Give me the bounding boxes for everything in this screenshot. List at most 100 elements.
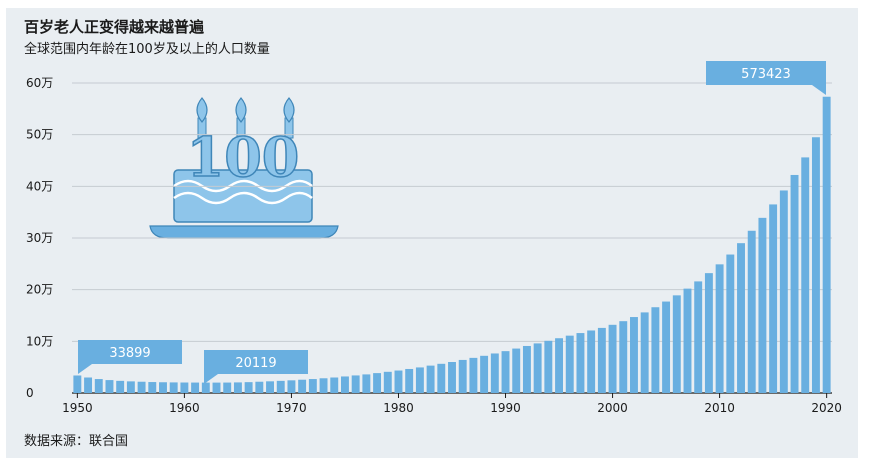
bar [811,137,820,393]
bar [148,382,157,393]
bar [608,324,617,393]
bar [116,380,125,393]
bar [362,374,371,393]
bar [619,321,628,393]
cake-icon: 100 [149,97,339,239]
bar [501,351,510,393]
y-tick-label: 50万 [26,128,53,142]
bar [351,375,360,393]
bar [330,377,339,393]
bar [533,343,542,393]
bar [565,335,574,393]
x-tick-label: 1980 [383,401,414,415]
chart-subtitle: 全球范围内年龄在100岁及以上的人口数量 [24,42,270,57]
bar [480,355,489,393]
bar [747,230,756,393]
bar [779,190,788,393]
bar [640,312,649,393]
bar [469,357,478,393]
bar [769,204,778,393]
bar [223,382,232,393]
bar [137,381,146,393]
callouts: 33899 20119 573423 [78,61,826,384]
bar [415,367,424,393]
x-axis: 1950 1960 1970 1980 1990 2000 2010 2020 [62,393,842,415]
y-tick-label: 20万 [26,283,53,297]
bar [105,380,114,393]
bar [126,381,135,393]
data-label: 20119 [204,350,308,384]
bar [801,157,810,393]
bar [319,378,328,393]
bar [394,370,403,393]
bar [437,363,446,393]
x-tick-label: 1970 [276,401,307,415]
bar [287,380,296,393]
y-tick-label: 0 [26,386,34,400]
bar [373,373,382,393]
x-tick-label: 2020 [811,401,842,415]
bar [555,338,564,393]
bar [233,382,242,393]
bars [73,96,831,394]
bar [212,382,221,393]
bar [822,96,831,394]
bar [715,264,724,393]
bar [662,301,671,393]
bar [758,217,767,393]
bar [244,382,253,393]
data-label: 33899 [78,340,182,374]
svg-text:573423: 573423 [741,67,791,82]
bar [458,359,467,393]
bar [672,295,681,393]
bar [84,377,93,393]
bar [180,382,189,393]
bar [426,365,435,393]
bar [790,174,799,393]
bar [544,340,553,393]
source-note: 数据来源：联合国 [24,434,129,449]
y-tick-label: 10万 [26,334,53,348]
svg-text:33899: 33899 [109,346,150,361]
bar [308,379,317,393]
bar [737,243,745,393]
x-tick-label: 1950 [62,401,93,415]
bar [383,371,392,393]
x-tick-label: 1960 [169,401,200,415]
svg-text:20119: 20119 [235,356,276,371]
y-axis: 0 10万 20万 30万 40万 50万 60万 [26,76,53,400]
bar [201,382,210,393]
bar [490,353,499,393]
bar [298,379,307,393]
bar [512,348,521,393]
data-label: 573423 [706,61,826,95]
y-tick-label: 30万 [26,231,53,245]
bar [255,381,264,393]
bar [94,379,103,393]
x-tick-label: 2000 [597,401,628,415]
bar [694,281,703,393]
bar [169,382,178,393]
bar [405,368,414,393]
bar [576,333,585,393]
y-tick-label: 60万 [26,76,53,90]
bar [726,254,735,393]
bar [522,345,531,393]
bar [340,376,349,393]
bar [276,380,285,393]
bar [651,307,660,393]
bar [704,273,713,393]
bar [597,327,606,393]
bar [587,330,596,393]
bar [266,381,274,393]
chart-title: 百岁老人正变得越来越普遍 [24,18,205,36]
bar [73,375,82,393]
bar [683,288,692,393]
bar [159,382,167,393]
bar [630,317,638,393]
x-tick-label: 1990 [490,401,521,415]
bar [191,382,200,393]
x-tick-label: 2010 [704,401,735,415]
bar [448,362,456,393]
